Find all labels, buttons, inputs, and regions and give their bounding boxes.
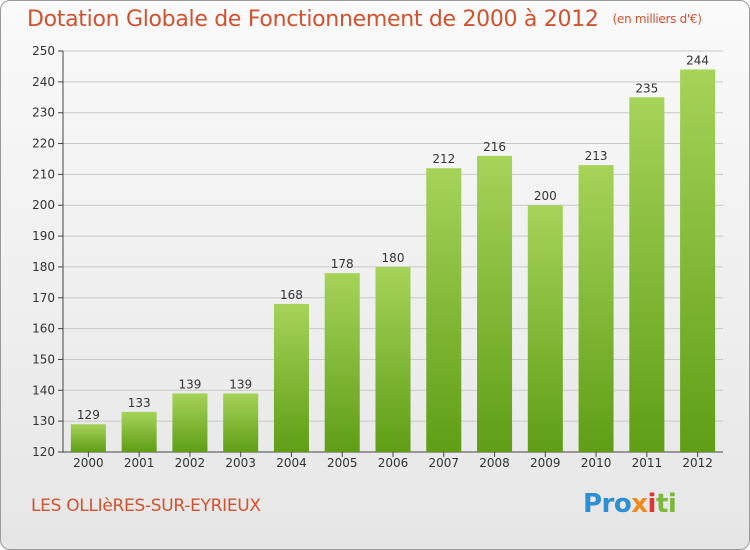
logo-part: ti xyxy=(655,489,677,519)
bar xyxy=(426,168,462,452)
x-tick-label: 2011 xyxy=(632,456,663,470)
x-tick-label: 2008 xyxy=(479,456,510,470)
data-label: 139 xyxy=(178,377,201,391)
x-tick-label: 2003 xyxy=(225,456,256,470)
data-label: 180 xyxy=(382,251,405,265)
x-tick-label: 2004 xyxy=(276,456,307,470)
y-tick-label: 250 xyxy=(32,44,55,58)
bar xyxy=(375,266,411,452)
x-tick-label: 2000 xyxy=(73,456,104,470)
y-tick-label: 200 xyxy=(32,198,55,212)
data-label: 178 xyxy=(331,257,354,271)
y-tick-label: 140 xyxy=(32,383,55,397)
data-label: 244 xyxy=(686,54,709,68)
data-label: 133 xyxy=(128,396,151,410)
logo-part: i xyxy=(647,489,657,519)
bar xyxy=(223,393,259,452)
data-label: 168 xyxy=(280,288,303,302)
x-tick-label: 2001 xyxy=(124,456,155,470)
y-tick-label: 170 xyxy=(32,291,55,305)
y-tick-label: 220 xyxy=(32,137,55,151)
logo-part: Pro xyxy=(583,489,632,519)
chart-unit: (en milliers d'€) xyxy=(612,12,702,26)
data-label: 235 xyxy=(635,81,658,95)
x-tick-label: 2007 xyxy=(428,456,459,470)
data-label: 200 xyxy=(534,189,557,203)
proxiti-logo: Proxiti xyxy=(583,489,677,519)
y-tick-label: 160 xyxy=(32,322,55,336)
chart-title-text: Dotation Globale de Fonctionnement de 20… xyxy=(27,7,599,32)
chart-title: Dotation Globale de Fonctionnement de 20… xyxy=(27,7,702,32)
data-label: 213 xyxy=(585,149,608,163)
bar xyxy=(527,205,563,452)
data-label: 212 xyxy=(432,152,455,166)
bar xyxy=(680,69,716,452)
x-tick-label: 2006 xyxy=(378,456,409,470)
y-tick-label: 190 xyxy=(32,229,55,243)
bar xyxy=(324,273,360,452)
x-tick-label: 2012 xyxy=(682,456,713,470)
x-tick-label: 2010 xyxy=(581,456,612,470)
bar xyxy=(121,411,157,452)
y-tick-label: 210 xyxy=(32,167,55,181)
x-tick-label: 2005 xyxy=(327,456,358,470)
y-tick-label: 120 xyxy=(32,445,55,459)
bar xyxy=(273,303,309,452)
x-tick-label: 2002 xyxy=(175,456,206,470)
bar xyxy=(70,424,106,452)
bar xyxy=(578,165,614,452)
data-label: 129 xyxy=(77,408,100,422)
bar xyxy=(172,393,208,452)
x-tick-label: 2009 xyxy=(530,456,561,470)
y-tick-label: 240 xyxy=(32,75,55,89)
y-tick-label: 230 xyxy=(32,106,55,120)
data-label: 139 xyxy=(229,377,252,391)
y-tick-label: 180 xyxy=(32,260,55,274)
city-name: LES OLLIèRES-SUR-EYRIEUX xyxy=(31,496,261,516)
y-tick-label: 150 xyxy=(32,352,55,366)
bar xyxy=(629,97,665,453)
y-tick-label: 130 xyxy=(32,414,55,428)
data-label: 216 xyxy=(483,140,506,154)
bar xyxy=(477,155,513,452)
logo-part: x xyxy=(631,489,648,519)
